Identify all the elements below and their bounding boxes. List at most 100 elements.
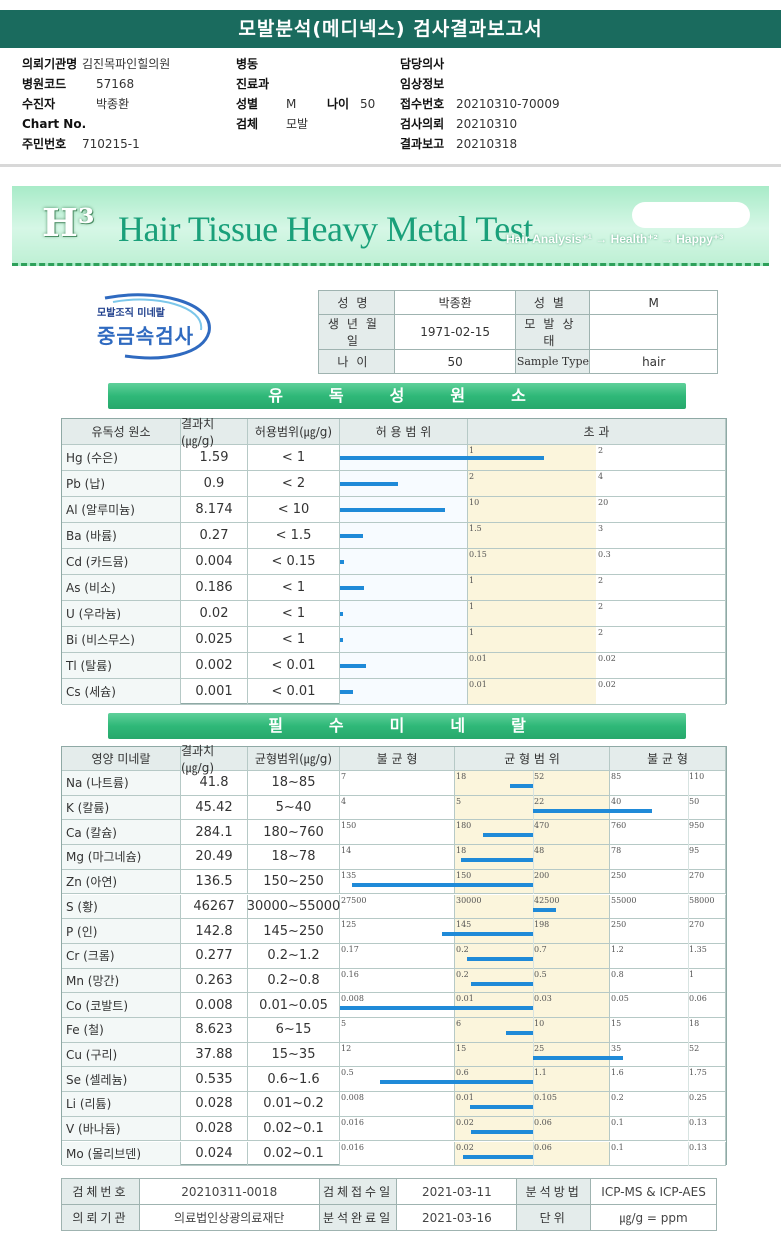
scale-tick: 0.008: [341, 994, 364, 1004]
scale-zone: [455, 1141, 610, 1167]
scale-tick: 5: [456, 796, 462, 806]
gridline: [533, 1067, 534, 1093]
mineral-row: Li (리튬) 0.028 0.01~0.2 0.008 0.01 0.105 0.2 0.2…: [62, 1092, 726, 1117]
scale-zone: [340, 795, 455, 821]
patient-info-label: 수진자: [22, 97, 56, 111]
gridline: [688, 1018, 689, 1043]
scale-tick: 0.5: [534, 969, 547, 979]
result-bar: [467, 956, 533, 961]
info-value: 박종환: [393, 290, 517, 315]
scale-zone: [610, 795, 726, 821]
scale-tick: 20: [598, 498, 609, 507]
scale-tick: 0.06: [534, 1142, 552, 1152]
scale-tick: 0.016: [341, 1117, 364, 1127]
scale-zone: [610, 869, 726, 895]
result-bar: [340, 664, 366, 668]
scale-tick: 4: [341, 796, 347, 806]
result-bar: [471, 981, 533, 986]
gridline: [688, 1042, 689, 1068]
scale-tick: 4: [598, 472, 604, 481]
scale-zone: [455, 1018, 610, 1043]
scale-tick: 10: [534, 1019, 545, 1028]
mineral-row: Cr (크롬) 0.277 0.2~1.2 0.17 0.2 0.7 1.2 1.35: [62, 943, 726, 969]
mineral-row: S (황) 46267 30000~55000 27500 30000 42500 5500…: [62, 894, 726, 920]
scale-tick: 0.13: [689, 1117, 707, 1127]
sample-key: 분석완료일: [318, 1204, 398, 1231]
swoosh-icon: [104, 293, 211, 360]
result-value: 0.028: [181, 1116, 248, 1142]
excess-highlight: [468, 601, 596, 626]
scale-zone: [610, 894, 726, 920]
result-bar: [533, 808, 653, 813]
result-bar: [340, 612, 343, 616]
gridline: [533, 919, 534, 944]
mineral-name: Mo (몰리브덴): [62, 1141, 181, 1167]
scale-zone: [455, 1092, 610, 1117]
mineral-name: Na (나트륨): [62, 771, 181, 796]
mineral-name: P (인): [62, 919, 181, 944]
scale-zone: [610, 943, 726, 969]
scale-tick: 125: [341, 920, 357, 930]
result-value: 136.5: [181, 869, 248, 895]
info-row: 나이 50 Sample Type hair: [318, 349, 718, 374]
scale-tick: 0.17: [341, 944, 359, 954]
result-value: 0.186: [181, 575, 248, 601]
scale-zone: [455, 820, 610, 846]
scale-tick: 10: [469, 498, 480, 507]
scale-zone: [455, 1042, 610, 1068]
scale-tick: 1: [689, 969, 695, 979]
patient-info-value: 모발: [286, 117, 309, 131]
scale-tick: 470: [534, 821, 550, 831]
scale-zone: [610, 1042, 726, 1068]
mineral-row: Fe (철) 8.623 6~15 5 6 10 15 18: [62, 1018, 726, 1043]
scale-zone: [610, 1141, 726, 1167]
mineral-row: K (칼륨) 45.42 5~40 4 5 22 40 50: [62, 795, 726, 821]
mineral-row: Se (셀레늄) 0.535 0.6~1.6 0.5 0.6 1.1 1.6 1.75: [62, 1067, 726, 1093]
result-value: 0.004: [181, 549, 248, 575]
toxic-row: Cs (세슘) 0.001 < 0.01 0.01 0.02: [62, 679, 726, 705]
result-bar: [340, 638, 344, 642]
scale-zone: [340, 1092, 455, 1117]
info-row: 생년월일 1971-02-15 모발상태: [318, 314, 718, 350]
scale-tick: 48: [534, 846, 545, 856]
gridline: [533, 1116, 534, 1142]
gridline: [688, 845, 689, 870]
divider: [0, 164, 781, 167]
sample-value: 2021-03-16: [396, 1204, 518, 1231]
mineral-header-cell: 균 형 범 위: [455, 747, 610, 771]
scale-zone: [340, 869, 455, 895]
scale-tick: 0.8: [611, 969, 624, 979]
result-value: 8.174: [181, 497, 248, 523]
subject-info-table: 성명 박종환 성별 M 생년월일 1971-02-15 모발상태 나이 50 Sample Typ…: [318, 290, 718, 374]
toxic-section-title: 유독성원소: [108, 383, 686, 409]
mineral-row: Zn (아연) 136.5 150~250 135 150 200 250 270: [62, 869, 726, 895]
scale-zone: [455, 869, 610, 895]
toxic-row: Cd (카드뮴) 0.004 < 0.15 0.15 0.3: [62, 549, 726, 575]
patient-info-value: 20210318: [456, 137, 518, 151]
mineral-name: Li (리튬): [62, 1092, 181, 1117]
result-value: 284.1: [181, 820, 248, 846]
banner-pill: [632, 202, 750, 228]
element-name: Hg (수은): [62, 445, 181, 471]
h3-logo: H³: [42, 200, 95, 245]
scale-tick: 52: [689, 1043, 700, 1053]
balance-range: 0.2~0.8: [248, 968, 340, 994]
scale-tick: 1.5: [469, 524, 482, 533]
result-bar: [533, 1055, 624, 1060]
scale-tick: 15: [611, 1019, 622, 1028]
scale-tick: 3: [598, 524, 604, 533]
result-bar: [340, 586, 364, 590]
gridline: [688, 1067, 689, 1093]
scale-tick: 52: [534, 772, 545, 781]
sample-key: 분석방법: [516, 1178, 592, 1205]
sample-row: 의뢰기관 의료법인상광의료재단 분석완료일 2021-03-16 단위 ㎍/g = ppm: [61, 1204, 717, 1231]
balance-range: 0.02~0.1: [248, 1141, 340, 1167]
scale-tick: 0.02: [598, 680, 616, 689]
toxic-header-cell: 유독성 원소: [62, 419, 181, 445]
allowed-zone: [340, 679, 468, 705]
sample-key: 의뢰기관: [61, 1204, 140, 1231]
banner-subtitle: Hair Analysis⁺¹ → Health⁺² → Happy⁺³: [506, 232, 724, 246]
info-key: 성명: [318, 290, 395, 315]
sample-value: 2021-03-11: [396, 1178, 518, 1205]
scale-zone: [610, 771, 726, 796]
